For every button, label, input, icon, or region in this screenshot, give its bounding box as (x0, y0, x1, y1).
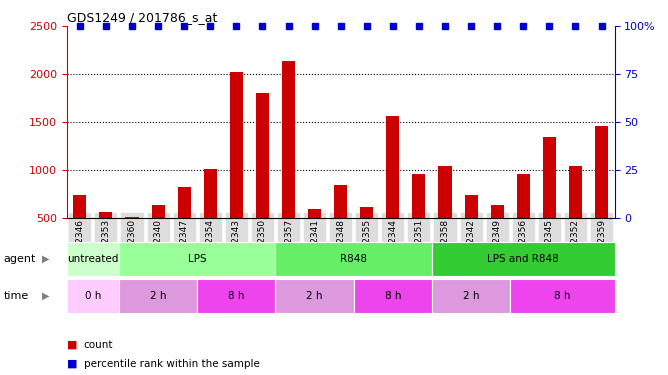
Bar (119, 279, 197, 313)
Text: agent: agent (3, 254, 35, 264)
Text: ■: ■ (67, 359, 77, 369)
Text: 0 h: 0 h (85, 291, 101, 301)
Text: ▶: ▶ (42, 291, 49, 301)
Bar (100, 212, 112, 217)
Bar (275, 279, 354, 313)
Text: percentile rank within the sample: percentile rank within the sample (84, 359, 259, 369)
Bar (569, 166, 582, 218)
Bar (67, 242, 119, 276)
Bar (334, 185, 347, 218)
Text: GDS1249 / 201786_s_at: GDS1249 / 201786_s_at (67, 11, 217, 24)
Bar (464, 195, 478, 217)
Bar (275, 242, 432, 276)
Text: ■: ■ (67, 340, 77, 350)
Text: 2 h: 2 h (463, 291, 480, 301)
Text: untreated: untreated (67, 254, 119, 264)
Bar (178, 187, 190, 218)
Bar (360, 207, 373, 218)
Bar (67, 279, 119, 313)
Text: 8 h: 8 h (385, 291, 401, 301)
Bar (438, 166, 452, 218)
Bar (73, 195, 86, 217)
Text: 2 h: 2 h (150, 291, 166, 301)
Bar (152, 205, 164, 218)
Bar (308, 209, 321, 218)
Bar (126, 216, 138, 217)
Bar (595, 126, 608, 218)
Text: LPS: LPS (188, 254, 206, 264)
Text: R848: R848 (340, 254, 367, 264)
Bar (386, 116, 399, 218)
Text: 2 h: 2 h (307, 291, 323, 301)
Bar (510, 279, 615, 313)
Bar (432, 242, 615, 276)
Bar (230, 72, 243, 217)
Bar (354, 279, 432, 313)
Bar (432, 279, 510, 313)
Bar (204, 169, 217, 217)
Bar (119, 242, 275, 276)
Text: 8 h: 8 h (228, 291, 244, 301)
Bar (517, 174, 530, 217)
Text: LPS and R848: LPS and R848 (488, 254, 559, 264)
Bar (197, 279, 275, 313)
Bar (256, 93, 269, 218)
Text: 8 h: 8 h (554, 291, 570, 301)
Bar (543, 137, 556, 218)
Text: ▶: ▶ (42, 254, 49, 264)
Text: count: count (84, 340, 113, 350)
Bar (412, 174, 426, 217)
Text: time: time (3, 291, 29, 301)
Bar (282, 61, 295, 217)
Bar (491, 205, 504, 218)
